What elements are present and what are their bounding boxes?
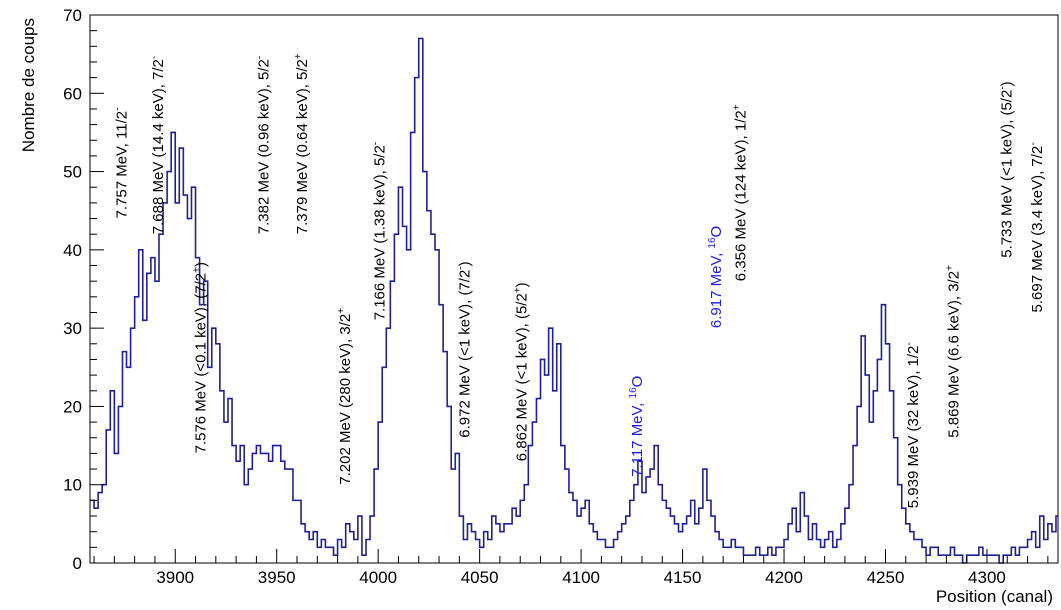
peak-annotations: 7.757 MeV, 11/2- 7.688 MeV (14.4 keV), 7/… bbox=[113, 53, 1046, 508]
y-axis-title: Nombre de coups bbox=[19, 18, 38, 152]
peak-annotation: 7.757 MeV, 11/2- bbox=[113, 108, 131, 219]
x-tick-label: 3950 bbox=[258, 568, 296, 587]
y-tick-label: 20 bbox=[63, 397, 82, 416]
y-tick-label: 70 bbox=[63, 6, 82, 25]
x-tick-label: 4000 bbox=[359, 568, 397, 587]
peak-annotation: 5.733 MeV (<1 keV), (5/2-) bbox=[997, 81, 1015, 257]
peak-annotation: 6.972 MeV (<1 keV), (7/2-) bbox=[456, 261, 474, 437]
x-tick-label: 4100 bbox=[562, 568, 600, 587]
y-tick-label: 0 bbox=[73, 554, 82, 573]
peak-annotation: 5.939 MeV (32 keV), 1/2- bbox=[904, 342, 922, 508]
peak-annotation: 6.917 MeV, 16O bbox=[707, 226, 725, 328]
y-tick-label: 40 bbox=[63, 241, 82, 260]
peak-annotation: 6.356 MeV (124 keV), 1/2+ bbox=[732, 104, 750, 281]
histogram-line bbox=[90, 37, 1058, 564]
x-tick-label: 4050 bbox=[461, 568, 499, 587]
peak-annotation: 7.379 MeV (0.64 keV), 5/2+ bbox=[293, 53, 311, 234]
peak-annotation: 7.576 MeV (<0.1 keV), (7/2+) bbox=[192, 262, 210, 453]
y-tick-label: 10 bbox=[63, 476, 82, 495]
plot-area bbox=[90, 37, 1058, 564]
peak-annotation: 7.688 MeV (14.4 keV), 7/2- bbox=[149, 56, 167, 234]
y-tick-label: 50 bbox=[63, 163, 82, 182]
peak-annotation: 5.869 MeV (6.6 keV), 3/2+ bbox=[945, 265, 963, 438]
peak-annotation: 7.117 MeV, 16O bbox=[628, 376, 646, 477]
peak-annotation: 6.862 MeV (<1 keV), (5/2+) bbox=[512, 282, 530, 461]
y-tick-label: 60 bbox=[63, 84, 82, 103]
peak-annotation: 7.382 MeV (0.96 keV), 5/2- bbox=[255, 56, 273, 234]
peak-annotation: 5.697 MeV (3.4 keV), 7/2- bbox=[1028, 142, 1046, 312]
x-tick-label: 4150 bbox=[664, 568, 702, 587]
peak-annotation: 7.166 MeV (1.38 keV), 5/2- bbox=[370, 142, 388, 320]
y-tick-label: 30 bbox=[63, 319, 82, 338]
x-tick-label: 4300 bbox=[968, 568, 1006, 587]
x-tick-label: 3900 bbox=[156, 568, 194, 587]
x-tick-label: 4250 bbox=[867, 568, 905, 587]
x-tick-label: 4200 bbox=[765, 568, 803, 587]
peak-annotation: 7.202 MeV (280 keV), 3/2+ bbox=[336, 308, 354, 485]
x-axis-title: Position (canal) bbox=[936, 587, 1053, 606]
plot-frame bbox=[89, 14, 1059, 564]
